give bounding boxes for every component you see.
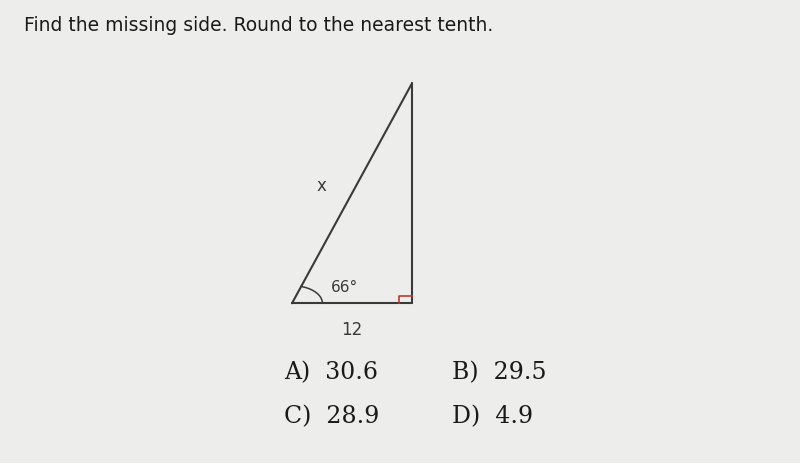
Text: x: x [317,177,326,195]
Text: 12: 12 [342,321,362,339]
Text: B)  29.5: B) 29.5 [452,361,546,384]
Text: Find the missing side. Round to the nearest tenth.: Find the missing side. Round to the near… [24,16,494,35]
Text: D)  4.9: D) 4.9 [452,405,533,428]
Text: 66°: 66° [330,280,358,295]
Text: C)  28.9: C) 28.9 [284,405,379,428]
Text: A)  30.6: A) 30.6 [284,361,378,384]
